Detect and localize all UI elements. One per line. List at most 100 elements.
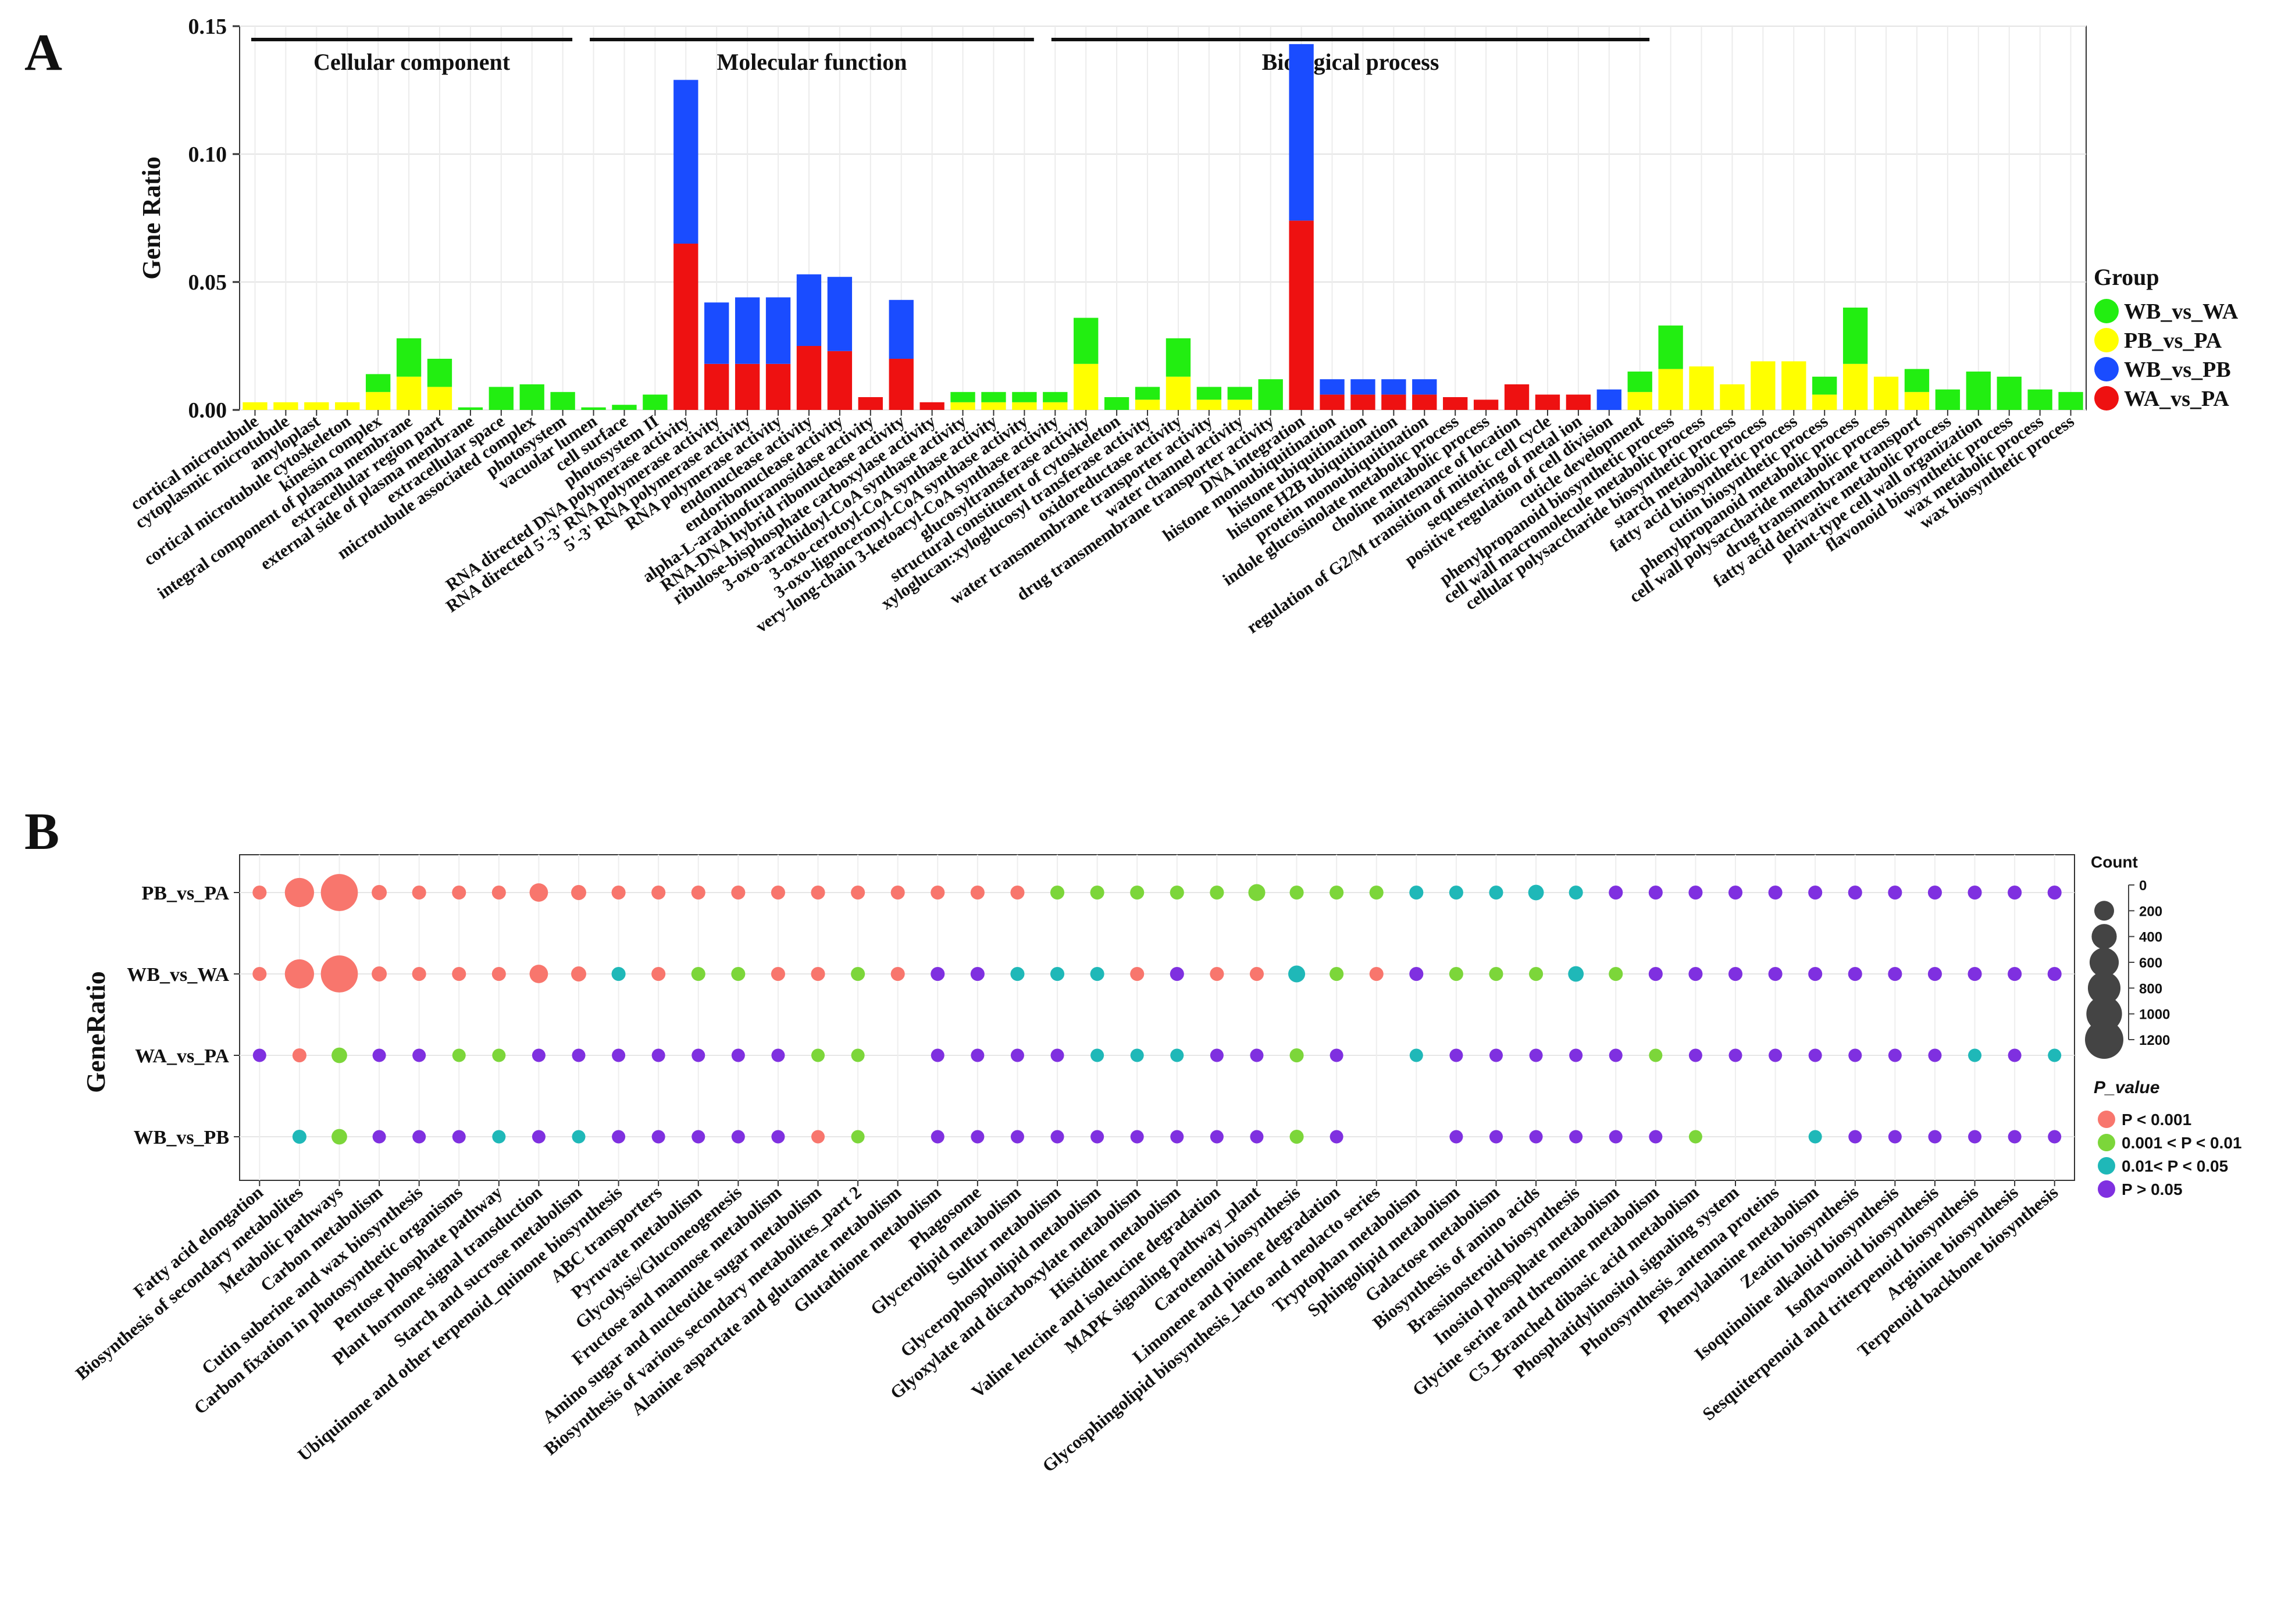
dot-point [452, 1048, 466, 1062]
bar-segment [1781, 361, 1806, 410]
bar-segment [1596, 389, 1621, 410]
dot-point [1250, 1130, 1264, 1144]
bar-segment [1720, 384, 1745, 410]
dot-point [1170, 1048, 1184, 1062]
bar-segment [950, 392, 975, 402]
dot-point [1409, 1048, 1423, 1062]
dot-point [1688, 1130, 1702, 1144]
dot-point [292, 1129, 306, 1144]
dot-point [1449, 885, 1463, 900]
bar-segment [858, 397, 883, 410]
dot-point [1010, 1048, 1024, 1062]
b-size-legend-label: 600 [2139, 955, 2162, 971]
dot-point [1568, 966, 1584, 982]
dot-point [1489, 885, 1503, 900]
bar-segment [1012, 402, 1037, 410]
dot-point [811, 885, 825, 900]
bar-segment [1873, 376, 1899, 410]
bar-segment [1473, 399, 1499, 410]
bar-segment [1812, 376, 1837, 395]
dot-point [1528, 884, 1544, 901]
dot-point [1170, 1130, 1184, 1144]
dot-point [2047, 966, 2062, 981]
dot-point [372, 966, 387, 981]
bar-segment [365, 374, 391, 392]
bar-segment [304, 402, 329, 410]
bar-segment [827, 277, 853, 351]
dot-point [1609, 1048, 1623, 1062]
dot-point [2008, 1130, 2022, 1144]
b-size-legend-dot [2094, 901, 2115, 921]
dot-point [332, 1129, 347, 1145]
dot-point [1330, 1130, 1343, 1144]
bar-segment [796, 274, 822, 346]
bar-segment [1504, 384, 1530, 410]
dot-point [1529, 1048, 1543, 1062]
bar-chart-gene-ratio: Cellular component Molecular function Biol… [127, 15, 2239, 637]
b-color-legend-label: 0.01< P < 0.05 [2122, 1157, 2228, 1175]
dot-point [1090, 885, 1104, 900]
a-legend-label: PB_vs_PA [2124, 329, 2222, 353]
dot-point [971, 1048, 985, 1062]
dot-point [651, 1130, 665, 1144]
bar-segment [1997, 376, 2022, 410]
dot-point [2047, 885, 2062, 900]
bar-segment [273, 402, 298, 410]
dot-point [731, 1130, 745, 1144]
dot-point [572, 1048, 586, 1062]
b-size-legend-label: 1000 [2139, 1007, 2170, 1023]
dot-point [1648, 885, 1663, 900]
bar-chart-y-label: Gene Ratio [137, 156, 166, 279]
bar-segment [581, 407, 606, 410]
dot-point [811, 1048, 825, 1062]
b-color-legend-label: P < 0.001 [2122, 1111, 2191, 1129]
dot-point [1248, 884, 1266, 901]
dot-point [612, 1048, 626, 1062]
dot-point [1848, 966, 1862, 981]
dot-point [571, 885, 586, 900]
dot-point [1010, 885, 1025, 900]
bar-segment [1227, 399, 1252, 410]
dot-point [1968, 966, 1982, 981]
dot-point [731, 966, 746, 981]
bar-segment [1443, 397, 1468, 410]
panel-label-a: A [24, 24, 62, 81]
dot-point [1170, 966, 1184, 981]
dot-point [1090, 1130, 1104, 1144]
bar-segment [1043, 392, 1068, 402]
b-row-label: WB_vs_WA [127, 964, 229, 986]
dot-point [1888, 966, 1902, 981]
dot-point [1489, 966, 1503, 981]
b-color-legend-key [2098, 1180, 2115, 1198]
dot-point [692, 1048, 705, 1062]
dot-point [970, 885, 985, 900]
dot-point [651, 885, 666, 900]
dot-point [771, 966, 785, 981]
bar-segment [1751, 361, 1776, 410]
dot-point [1888, 1048, 1902, 1062]
b-size-legend-label: 1200 [2139, 1033, 2170, 1048]
bar-segment [1935, 389, 1961, 410]
bar-segment [365, 392, 391, 410]
dot-point [1688, 1048, 1702, 1062]
dot-point [1848, 1130, 1862, 1144]
dot-point [1768, 966, 1783, 981]
dot-point [532, 1048, 546, 1062]
dot-point [1010, 1130, 1024, 1144]
dot-point [412, 1048, 426, 1062]
bar-segment [243, 402, 268, 410]
dot-point [2008, 966, 2022, 981]
dot-point [2008, 885, 2022, 900]
a-legend-label: WB_vs_WA [2124, 299, 2239, 324]
bar-segment [1074, 363, 1099, 410]
dot-point [1649, 1130, 1663, 1144]
a-legend-label: WB_vs_PB [2124, 358, 2231, 382]
dot-point [691, 885, 705, 900]
bar-segment [612, 405, 637, 410]
dot-point [2048, 1130, 2062, 1144]
dot-point [1728, 1048, 1742, 1062]
bar-segment [1196, 399, 1222, 410]
dot-point [1289, 1048, 1304, 1063]
dot-point [1808, 1048, 1822, 1062]
